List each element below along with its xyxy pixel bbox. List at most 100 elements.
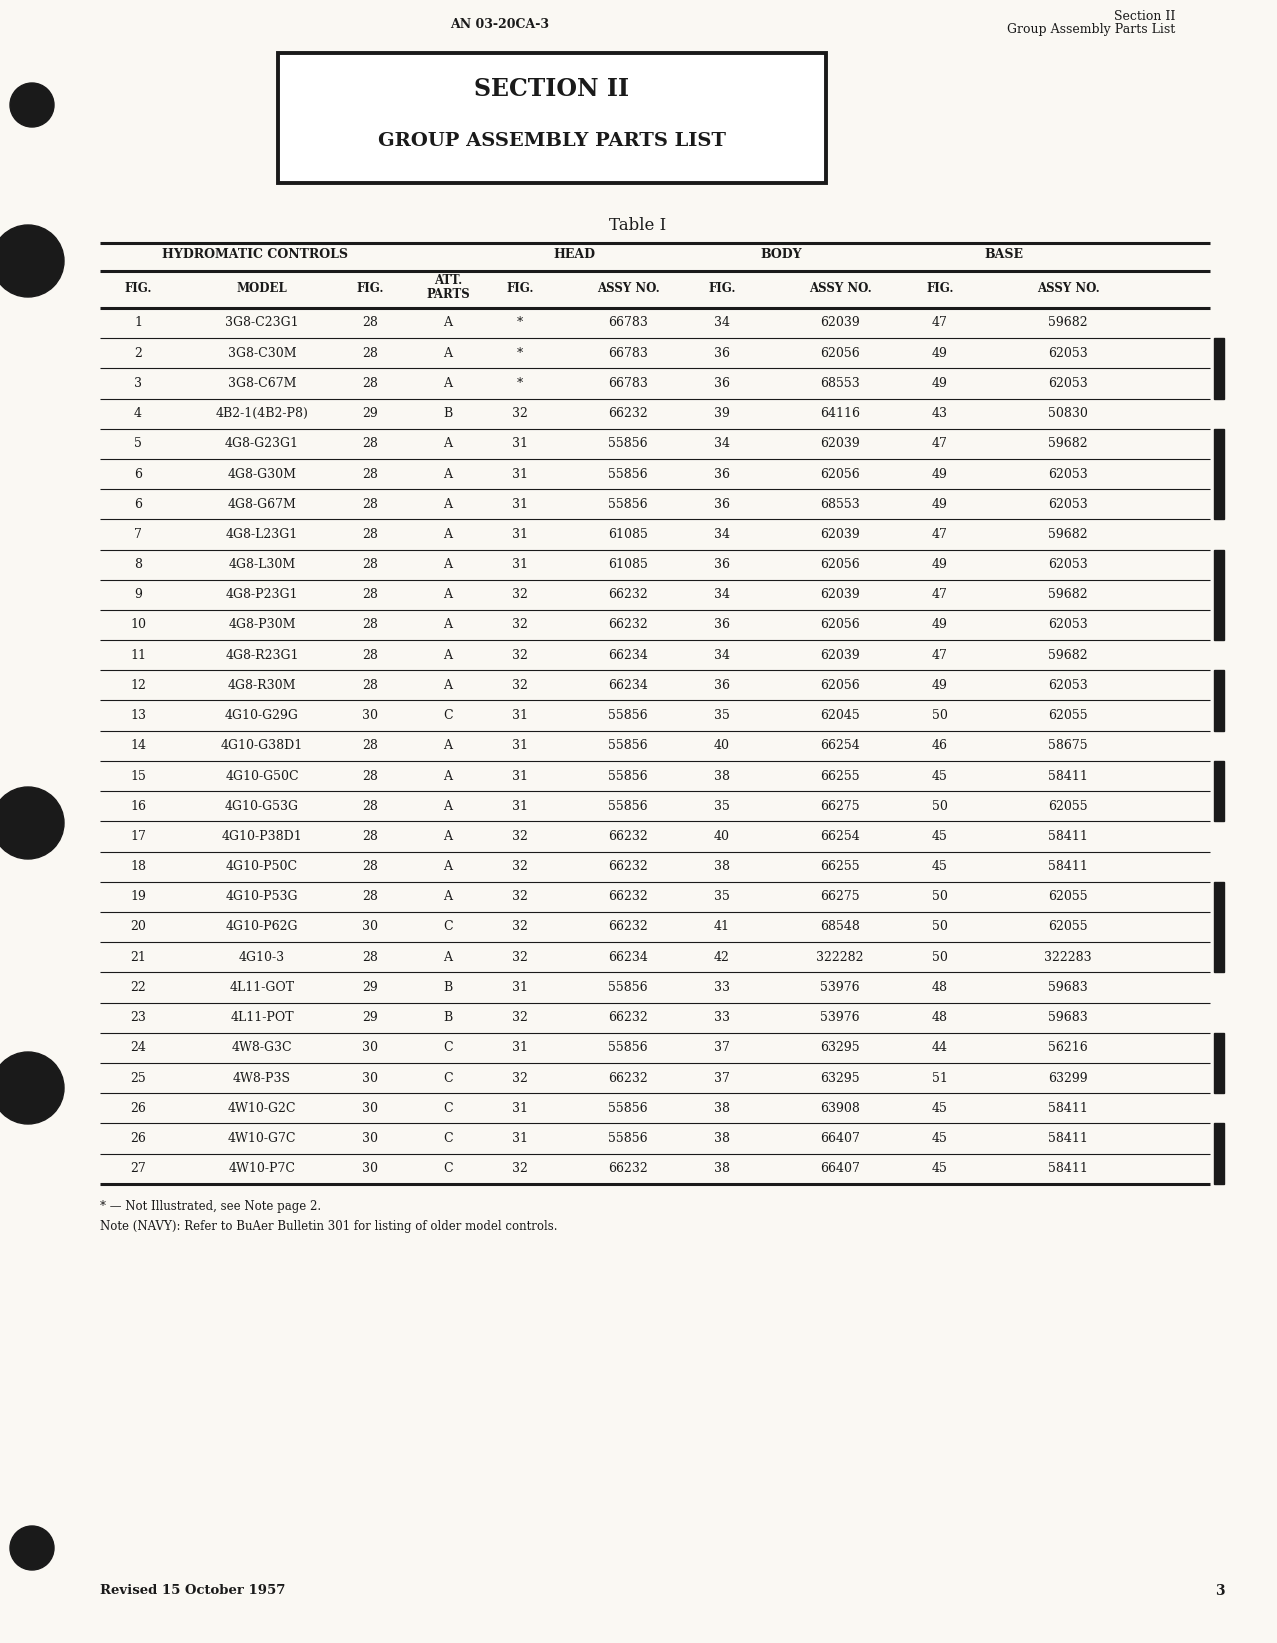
Text: FIG.: FIG. — [356, 281, 384, 294]
Text: 20: 20 — [130, 920, 146, 933]
Text: FIG.: FIG. — [506, 281, 534, 294]
Text: 66407: 66407 — [820, 1132, 859, 1145]
Text: 59682: 59682 — [1048, 588, 1088, 601]
Text: 31: 31 — [512, 1042, 527, 1055]
Text: 4L11-GOT: 4L11-GOT — [230, 981, 295, 994]
Text: 49: 49 — [932, 618, 948, 631]
Bar — [1214, 1033, 1223, 1093]
Text: 49: 49 — [932, 559, 948, 572]
Text: 31: 31 — [512, 527, 527, 541]
Text: 4G8-G23G1: 4G8-G23G1 — [225, 437, 299, 450]
Text: 50: 50 — [932, 800, 948, 813]
Text: 31: 31 — [512, 437, 527, 450]
Text: 14: 14 — [130, 739, 146, 752]
Text: 62039: 62039 — [820, 649, 859, 662]
Text: 15: 15 — [130, 769, 146, 782]
Text: 63299: 63299 — [1048, 1071, 1088, 1084]
Text: 28: 28 — [363, 559, 378, 572]
Text: 28: 28 — [363, 679, 378, 692]
Text: 4G10-P53G: 4G10-P53G — [226, 891, 299, 904]
Text: 4G8-G30M: 4G8-G30M — [227, 468, 296, 480]
Text: 28: 28 — [363, 437, 378, 450]
Text: 4W10-P7C: 4W10-P7C — [229, 1162, 295, 1175]
Text: 53976: 53976 — [820, 1010, 859, 1024]
Text: * — Not Illustrated, see Note page 2.: * — Not Illustrated, see Note page 2. — [100, 1199, 321, 1213]
FancyBboxPatch shape — [278, 53, 826, 182]
Text: 68553: 68553 — [820, 498, 859, 511]
Text: 61085: 61085 — [608, 559, 647, 572]
Text: 38: 38 — [714, 1162, 730, 1175]
Text: 55856: 55856 — [608, 710, 647, 723]
Text: 28: 28 — [363, 649, 378, 662]
Text: A: A — [443, 649, 452, 662]
Text: 31: 31 — [512, 1132, 527, 1145]
Text: 4G10-P50C: 4G10-P50C — [226, 859, 298, 872]
Text: 30: 30 — [361, 1162, 378, 1175]
Text: 49: 49 — [932, 347, 948, 360]
Text: 58411: 58411 — [1048, 859, 1088, 872]
Text: MODEL: MODEL — [236, 281, 287, 294]
Text: 32: 32 — [512, 951, 527, 964]
Text: 56216: 56216 — [1048, 1042, 1088, 1055]
Text: 4G8-L23G1: 4G8-L23G1 — [226, 527, 298, 541]
Text: 66232: 66232 — [608, 1071, 647, 1084]
Text: 62056: 62056 — [820, 559, 859, 572]
Text: C: C — [443, 920, 453, 933]
Text: 4G8-R30M: 4G8-R30M — [227, 679, 296, 692]
Text: A: A — [443, 498, 452, 511]
Text: 32: 32 — [512, 1071, 527, 1084]
Text: 62053: 62053 — [1048, 618, 1088, 631]
Text: 4L11-POT: 4L11-POT — [230, 1010, 294, 1024]
Text: 4G10-3: 4G10-3 — [239, 951, 285, 964]
Text: 47: 47 — [932, 588, 948, 601]
Text: 47: 47 — [932, 317, 948, 330]
Text: 59682: 59682 — [1048, 649, 1088, 662]
Text: 66234: 66234 — [608, 649, 647, 662]
Text: 29: 29 — [363, 981, 378, 994]
Text: 28: 28 — [363, 347, 378, 360]
Text: 62056: 62056 — [820, 468, 859, 480]
Text: 55856: 55856 — [608, 1102, 647, 1114]
Text: 31: 31 — [512, 1102, 527, 1114]
Text: 31: 31 — [512, 559, 527, 572]
Circle shape — [10, 84, 54, 127]
Text: A: A — [443, 859, 452, 872]
Text: 38: 38 — [714, 1132, 730, 1145]
Text: 22: 22 — [130, 981, 146, 994]
Text: 29: 29 — [363, 407, 378, 421]
Text: 24: 24 — [130, 1042, 146, 1055]
Text: 34: 34 — [714, 588, 730, 601]
Text: FIG.: FIG. — [709, 281, 736, 294]
Text: 28: 28 — [363, 891, 378, 904]
Text: 33: 33 — [714, 981, 730, 994]
Text: 58411: 58411 — [1048, 1102, 1088, 1114]
Text: ASSY NO.: ASSY NO. — [808, 281, 871, 294]
Text: 51: 51 — [932, 1071, 948, 1084]
Text: A: A — [443, 437, 452, 450]
Text: 29: 29 — [363, 1010, 378, 1024]
Text: 31: 31 — [512, 800, 527, 813]
Text: 32: 32 — [512, 920, 527, 933]
Text: 66255: 66255 — [820, 859, 859, 872]
Text: 50830: 50830 — [1048, 407, 1088, 421]
Text: 62039: 62039 — [820, 317, 859, 330]
Text: A: A — [443, 588, 452, 601]
Text: 62056: 62056 — [820, 347, 859, 360]
Text: 31: 31 — [512, 468, 527, 480]
Text: 30: 30 — [361, 920, 378, 933]
Text: 55856: 55856 — [608, 769, 647, 782]
Text: 28: 28 — [363, 588, 378, 601]
Text: 66232: 66232 — [608, 618, 647, 631]
Text: B: B — [443, 407, 452, 421]
Text: C: C — [443, 1071, 453, 1084]
Text: 66783: 66783 — [608, 347, 647, 360]
Text: 45: 45 — [932, 1132, 948, 1145]
Text: 36: 36 — [714, 468, 730, 480]
Text: ATT.: ATT. — [434, 274, 462, 288]
Text: 45: 45 — [932, 830, 948, 843]
Text: 5: 5 — [134, 437, 142, 450]
Text: 62045: 62045 — [820, 710, 859, 723]
Text: 64116: 64116 — [820, 407, 859, 421]
Text: 25: 25 — [130, 1071, 146, 1084]
Text: ASSY NO.: ASSY NO. — [596, 281, 659, 294]
